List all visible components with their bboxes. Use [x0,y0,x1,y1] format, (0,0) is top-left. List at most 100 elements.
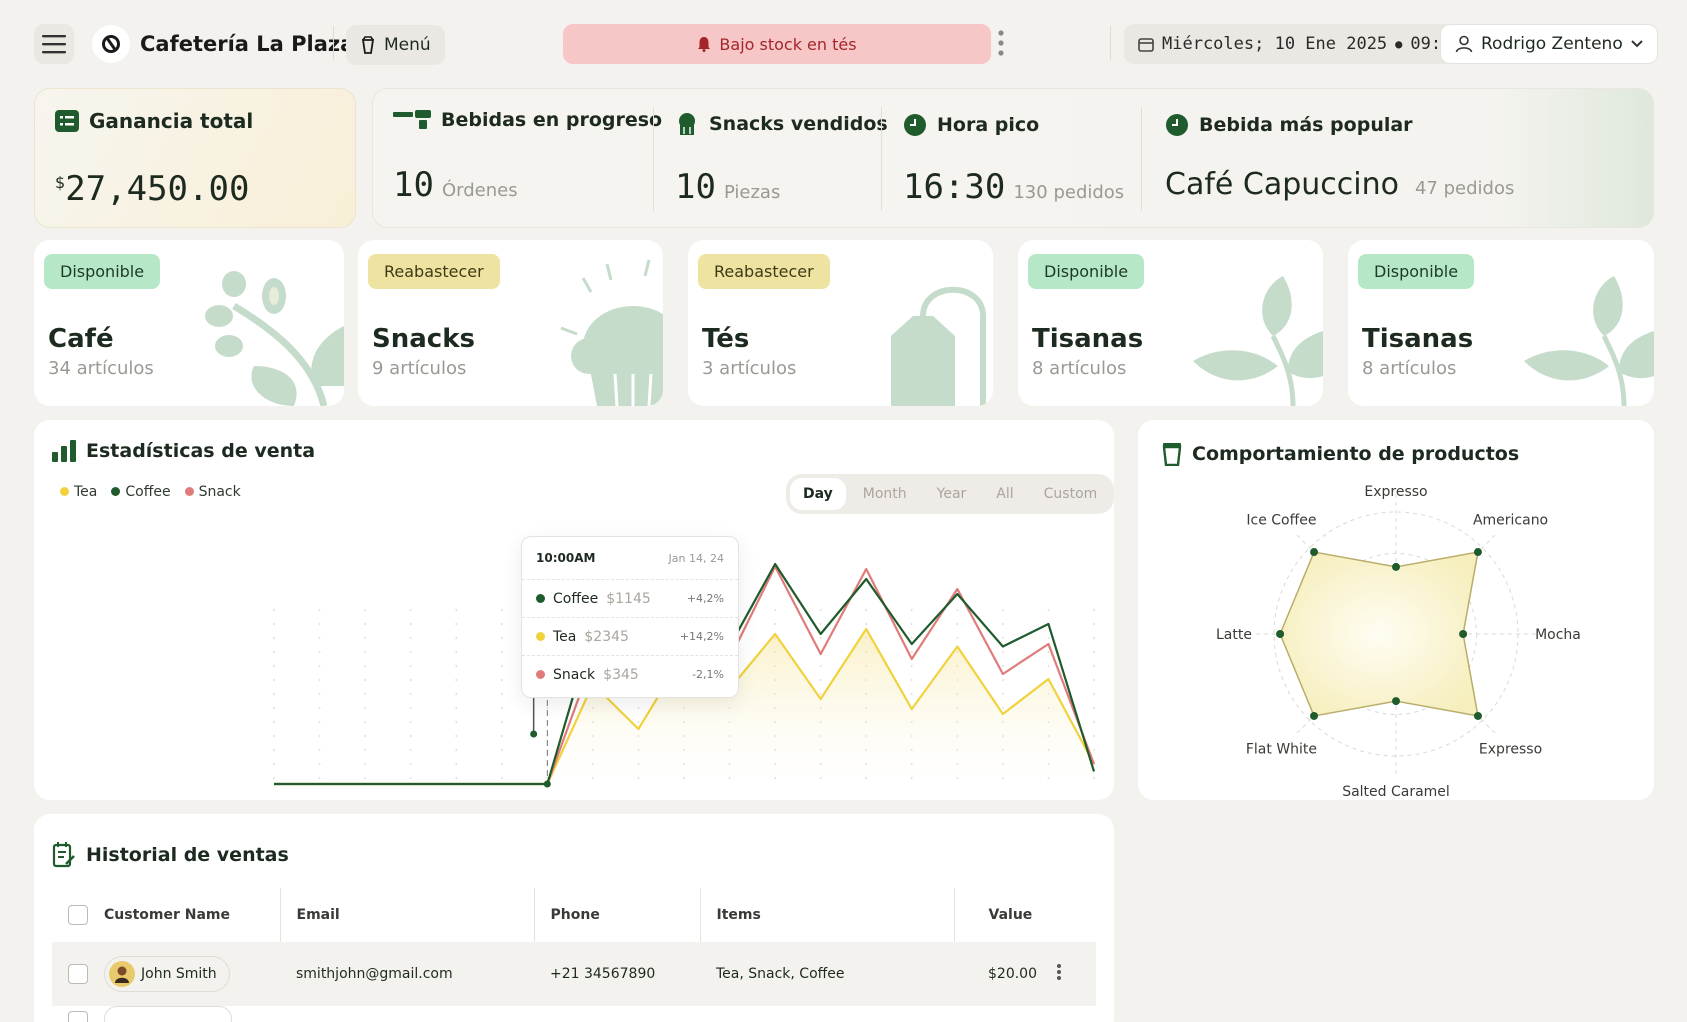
snacks-title-row: Snacks vendidos [675,111,888,137]
grid-dot [1001,679,1004,681]
grid-dot [455,763,458,765]
grid-dot [819,679,822,681]
coffee-machine-icon [393,110,431,129]
peak-unit: 130 pedidos [1013,182,1125,203]
in-progress-title: Bebidas en progreso [441,109,663,131]
grid-dot [364,679,367,681]
grid-dot [364,665,367,667]
grid-dot [455,679,458,681]
tooltip-anchor-point [530,730,538,738]
category-count: 34 artículos [48,358,154,379]
table-row[interactable] [52,1006,1096,1022]
grid-dot [364,609,367,611]
category-card-cafe[interactable]: Disponible Café 34 artículos [34,240,344,406]
grid-dot [273,679,275,681]
grid-dot [455,749,458,751]
snacks-value: 10 [675,167,716,207]
select-all-checkbox[interactable] [68,905,88,925]
low-stock-alert[interactable]: Bajo stock en tés [563,24,991,64]
grid-dot [1093,609,1095,611]
coffee-branch-icon [205,271,344,406]
grid-dot [1001,609,1004,611]
grid-dot [819,609,822,611]
product-behavior-card: Comportamiento de productos Expresso Amer… [1138,420,1654,800]
category-card-tisanas[interactable]: Disponible Tisanas 8 artículos [1018,240,1323,406]
history-header: Historial de ventas [52,842,289,868]
profit-value-row: $ 27,450.00 [55,169,249,209]
clock-icon [904,114,926,136]
grid-dot [910,609,913,611]
sales-stats-header: Estadísticas de venta [52,440,315,462]
grid-dot [364,721,367,723]
peak-title-row: Hora pico [903,113,1039,137]
grid-dot [409,651,412,653]
row-checkbox[interactable] [68,964,88,984]
grid-dot [910,665,913,667]
customer-name: John Smith [141,966,217,982]
col-customer-name: Customer Name [104,888,281,942]
grid-dot [1093,651,1095,653]
more-vertical-icon[interactable] [998,30,1004,60]
tab-all[interactable]: All [996,486,1014,502]
radar-label: Americano [1473,512,1548,528]
grid-dot [273,749,275,751]
category-name: Tisanas [1032,324,1144,354]
calendar-icon [1138,38,1154,52]
peak-value: 16:30 [903,167,1006,207]
col-phone: Phone [534,888,701,942]
tea-bag-icon [891,286,986,406]
grid-dot [273,637,275,639]
tab-day[interactable]: Day [790,478,846,510]
grid-dot [364,749,367,751]
hamburger-icon [42,35,66,54]
grid-dot [637,707,640,709]
popular-unit: 47 pedidos [1414,178,1515,199]
radar-point [1310,548,1319,557]
menu-button[interactable]: Menú [346,25,445,65]
divider [1110,26,1111,60]
grid-dot [500,777,503,779]
hamburger-menu-button[interactable] [34,24,74,64]
status-badge: Reabastecer [698,254,830,289]
row-more-icon[interactable] [1056,963,1062,981]
category-name: Café [48,324,114,354]
user-menu[interactable]: Rodrigo Zenteno [1440,24,1658,64]
grid-dot [273,721,275,723]
grid-dot [1093,707,1095,709]
grid-dot [318,693,321,695]
category-name: Tisanas [1362,324,1474,354]
category-card-tisanas-2[interactable]: Disponible Tisanas 8 artículos [1348,240,1654,406]
tab-month[interactable]: Month [862,486,907,502]
grid-dot [956,637,959,639]
table-row[interactable]: John Smith smithjohn@gmail.com +21 34567… [52,942,1096,1006]
tab-custom[interactable]: Custom [1043,486,1098,502]
grid-dot [409,623,412,625]
status-badge: Disponible [1028,254,1145,289]
grid-dot [1001,651,1004,653]
user-icon [1455,35,1473,53]
grid-dot [455,651,458,653]
grid-dot [318,777,321,779]
grid-dot [500,679,503,681]
history-table: Customer Name Email Phone Items Value [52,888,1096,1022]
grid-dot [819,693,822,695]
legend-item-snack: Snack [184,484,241,500]
radar-area [1279,551,1479,717]
grid-dot [500,609,503,611]
category-card-snacks[interactable]: Reabastecer Snacks 9 artículos [358,240,663,406]
snacks-unit: Piezas [723,182,781,203]
grid-dot [865,609,868,611]
col-email: Email [280,888,535,942]
radar-point [1310,711,1319,720]
grid-dot [409,735,412,737]
profit-title-row: Ganancia total [55,109,253,133]
order-value: $20.00 [988,966,1037,982]
radar-label: Mocha [1535,627,1581,643]
grid-dot [273,735,275,737]
grid-dot [318,707,321,709]
profit-title: Ganancia total [89,109,254,133]
row-checkbox[interactable] [68,1011,88,1022]
tab-year[interactable]: Year [936,486,967,502]
grid-dot [500,763,503,765]
category-card-tes[interactable]: Reabastecer Tés 3 artículos [688,240,993,406]
